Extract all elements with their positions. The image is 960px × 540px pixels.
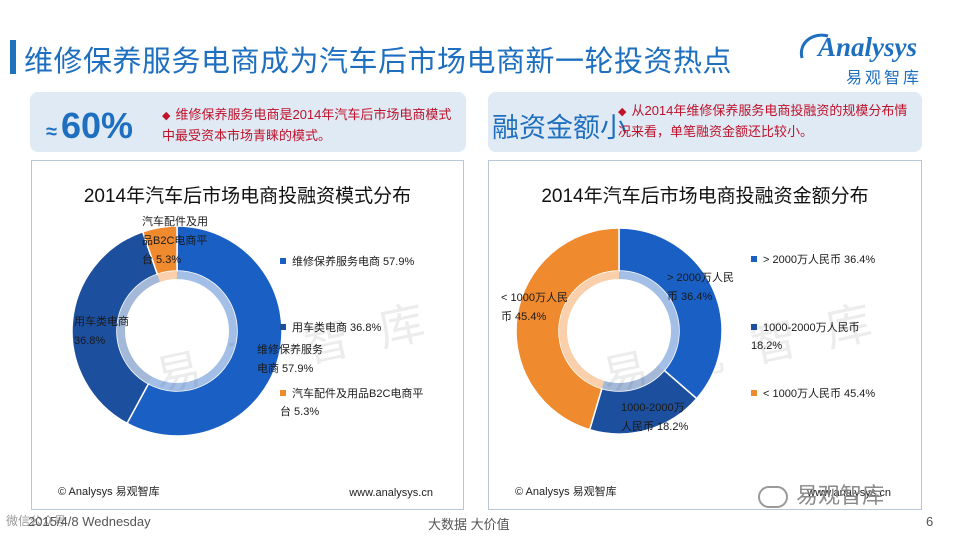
chart-title: 2014年汽车后市场电商投融资模式分布 [83,186,412,207]
chart-website: www.analysys.cn [349,487,433,499]
legend-swatch [751,390,757,397]
slice-label: 汽车配件及用品B2C电商平台 5.3% [142,214,208,266]
donut-inner-ring [558,271,619,389]
chart-source: © Analysys 易观智库 [58,486,160,498]
chart-source: © Analysys 易观智库 [515,486,617,498]
note-text: 维修保养服务电商是2014年汽车后市场电商模式中最受资本市场青睐的模式。 [162,107,452,143]
legend-item: > 2000万人民币 36.4% [751,251,875,269]
chart-website: www.analysys.cn [807,487,891,499]
wechat-icon [758,486,788,509]
slice-label: > 2000万人民币 36.4% [667,271,734,303]
donut-slice [141,225,178,276]
wechat-brand-mark: 易观智库 [758,478,884,510]
legend-item: 汽车配件及用品B2C电商平台 5.3% [280,385,423,421]
legend-label: 汽车配件及用品B2C电商平 [292,388,424,400]
title-accent-bar [10,40,16,74]
page-number: 6 [926,514,934,529]
legend-item: < 1000万人民币 45.4% [751,385,875,403]
donut-inner-ring [619,271,679,371]
donut-slice [618,227,723,400]
highlight-box-right: 融资金额小 ◆ 从2014年维修保养服务电商投融资的规模分布情况来看，单笔融资金额… [488,92,922,152]
legend-swatch [751,256,757,263]
bullet-diamond-icon: ◆ [162,110,171,122]
legend-label: 台 5.3% [280,406,320,418]
slice-label: 1000-2000万人民币 18.2% [621,402,688,433]
legend-swatch [280,390,286,397]
slice-label: 维修保养服务电商 57.9% [257,342,323,375]
highlight-label: 融资金额小 [492,113,627,143]
donut-inner-ring [157,271,177,282]
chart-panel-mode: 2014年汽车后市场电商投融资模式分布 易观智库 维修保养服务电商 57.9% 用… [31,160,464,510]
donut-chart-amount: > 2000万人民币 36.4% 1000-2000万人民币 18.2% < 100… [501,227,734,435]
legend-item: 用车类电商 36.8% [280,319,381,337]
legend-label: 维修保养服务电商 57.9% [292,256,415,268]
donut-inner-ring [601,365,665,391]
approx-symbol: ≈ [46,121,57,143]
note-text: 从2014年维修保养服务电商投融资的规模分布情况来看，单笔融资金额还比较小。 [618,103,908,139]
legend-label: 1000-2000万人民币 [763,322,860,334]
bullet-diamond-icon: ◆ [618,106,627,118]
donut-slice [515,227,620,431]
footer-slogan: 大数据 大价值 [428,517,510,532]
legend-label: < 1000万人民币 45.4% [763,388,876,400]
donut-slice [71,230,159,425]
logo-swoosh-icon [799,33,829,59]
highlight-stat: ≈60% [46,105,133,147]
brand-text: 易观智库 [796,483,885,508]
legend-swatch [280,324,286,331]
legend-item: 维修保养服务电商 57.9% [280,253,414,271]
legend-label: 18.2% [751,340,783,352]
legend-item: 1000-2000万人民币 18.2% [751,319,860,355]
footer-date: 2015/4/8 Wednesday [28,514,151,529]
legend-swatch [751,324,757,331]
logo-subtitle: 易观智库 [846,70,923,87]
legend-label: 用车类电商 36.8% [292,322,382,334]
highlight-note-right: ◆ 从2014年维修保养服务电商投融资的规模分布情况来看，单笔融资金额还比较小。 [618,101,918,141]
chart-title: 2014年汽车后市场电商投融资金额分布 [541,186,869,207]
slice-label: < 1000万人民币 45.4% [501,291,568,323]
slice-label: 用车类电商 36.8% [74,314,129,347]
logo-wordmark: Analysys [818,32,918,62]
corner-watermark: 微信公众号 [6,514,67,528]
highlight-note-left: ◆ 维修保养服务电商是2014年汽车后市场电商模式中最受资本市场青睐的模式。 [162,105,452,145]
page-title: 维修保养服务电商成为汽车后市场电商新一轮投资热点 [24,46,733,78]
stat-value: 60% [60,105,134,146]
donut-chart-mode: 维修保养服务电商 57.9% 用车类电商 36.8% 汽车配件及用品B2C电商平台 5… [71,214,323,437]
legend-swatch [280,258,286,265]
donut-inner-ring [116,274,161,384]
highlight-box-left: ≈60% ◆ 维修保养服务电商是2014年汽车后市场电商模式中最受资本市场青睐的模… [30,92,466,152]
analysys-logo: Analysys 易观智库 [796,28,946,88]
legend-label: > 2000万人民币 36.4% [763,254,876,266]
chart-panel-amount: 2014年汽车后市场电商投融资金额分布 易观智库 > 2000万人民币 36.4… [488,160,922,510]
donut-slice [125,225,283,437]
